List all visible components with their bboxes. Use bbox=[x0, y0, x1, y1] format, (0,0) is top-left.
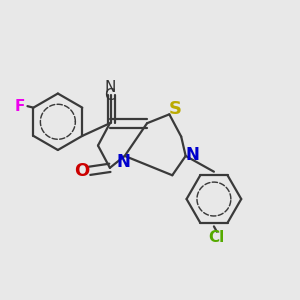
Text: Cl: Cl bbox=[209, 230, 225, 244]
Text: S: S bbox=[169, 100, 182, 118]
Text: F: F bbox=[14, 99, 25, 114]
Text: N: N bbox=[104, 80, 116, 95]
Text: C: C bbox=[105, 88, 115, 103]
Text: N: N bbox=[185, 146, 199, 164]
Text: O: O bbox=[75, 162, 90, 180]
Text: N: N bbox=[116, 154, 130, 172]
